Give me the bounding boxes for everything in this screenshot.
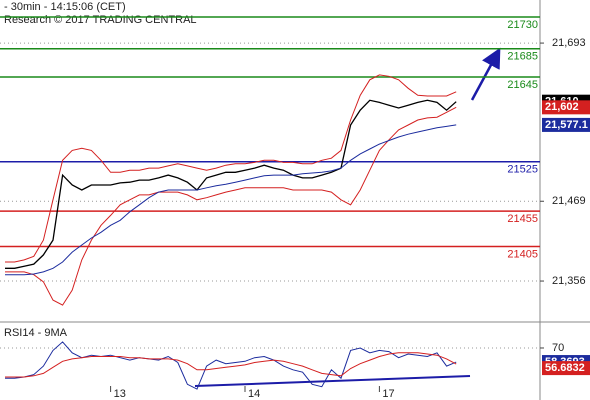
level-label: 21730 [507,19,538,31]
x-tick-label: 17 [382,388,394,400]
level-label: 21645 [507,79,538,91]
x-tick-label: 13 [114,388,126,400]
value-label: 56.6832 [545,362,585,374]
rsi-title: RSI14 - 9MA [4,327,68,339]
series-line [5,352,457,378]
chart-title: - 30min - 14:15:06 (CET) [4,1,126,13]
value-label: 21,602 [545,101,579,113]
y-tick-label: 21,356 [552,275,586,287]
value-box [542,100,590,115]
rsi-trendline [194,375,471,387]
series-line [5,124,457,276]
series-line [5,99,457,269]
series-line [5,74,457,263]
y-tick-label: 21,469 [552,195,586,207]
y-tick-label: 21,693 [552,37,586,49]
series-line [5,106,457,306]
x-tick-label: 14 [248,388,260,400]
forecast-arrow [470,47,501,101]
series-line [5,341,457,390]
value-box [542,361,590,376]
level-label: 21405 [507,248,538,260]
level-label: 21685 [507,51,538,63]
value-label: 21,577.1 [545,119,588,131]
value-box [542,117,590,132]
y-tick-label: 70 [552,342,564,354]
chart-subtitle: Research © 2017 TRADING CENTRAL [4,14,197,26]
level-label: 21525 [507,164,538,176]
level-label: 21455 [507,213,538,225]
